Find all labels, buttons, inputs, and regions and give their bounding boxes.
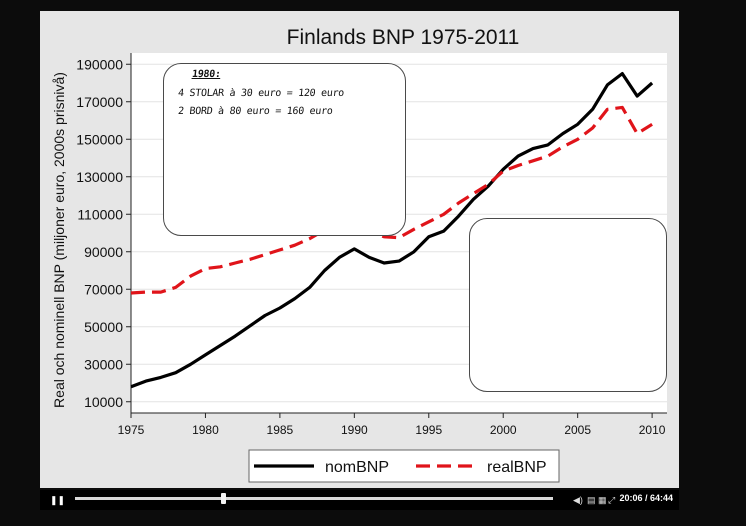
y-tick-label: 110000 xyxy=(77,206,123,222)
blank-sticky-note xyxy=(469,218,667,392)
y-tick-label: 130000 xyxy=(76,169,123,185)
series-line-nomBNP xyxy=(130,71,654,389)
x-tick-label: 1975 xyxy=(118,423,145,437)
x-tick-label: 2005 xyxy=(564,423,591,437)
progress-knob[interactable] xyxy=(221,493,227,504)
x-tick-label: 1980 xyxy=(192,423,219,437)
sticky-note: 1980: 4 STOLAR à 30 euro = 120 euro 2 BO… xyxy=(163,63,406,236)
captions-icon[interactable]: ▤ xyxy=(587,495,596,505)
x-tick-label: 2010 xyxy=(639,423,666,437)
legend: nomBNP realBNP xyxy=(248,449,560,483)
pause-button[interactable]: ❚❚ xyxy=(50,495,66,505)
y-tick-label: 70000 xyxy=(84,281,123,297)
chart-title: Finlands BNP 1975-2011 xyxy=(287,26,520,49)
legend-label-nomBNP: nomBNP xyxy=(325,459,389,476)
y-tick-label: 10000 xyxy=(84,394,123,410)
y-tick-label: 150000 xyxy=(76,131,123,147)
y-tick-label: 190000 xyxy=(76,56,123,72)
note-line: 4 STOLAR à 30 euro = 120 euro xyxy=(177,88,345,99)
y-tick-label: 30000 xyxy=(84,356,123,372)
volume-icon[interactable]: ◀) xyxy=(573,495,583,505)
y-tick-label: 170000 xyxy=(76,94,123,110)
legend-label-realBNP: realBNP xyxy=(487,459,547,476)
x-tick-label: 1995 xyxy=(415,423,442,437)
progress-bar[interactable] xyxy=(75,497,553,500)
x-tick-label: 1985 xyxy=(267,423,294,437)
timecode: 20:06 / 64:44 xyxy=(619,493,673,503)
y-tick-label: 90000 xyxy=(84,244,123,260)
player-controls: ❚❚ ◀) ▤ ▦ ⤢ 20:06 / 64:44 xyxy=(40,490,679,510)
x-tick-label: 1990 xyxy=(341,423,368,437)
fullscreen-icon[interactable]: ⤢ xyxy=(608,495,616,505)
note-heading: 1980: xyxy=(191,69,222,80)
y-axis-label: Real och nominell BNP (miljoner euro, 20… xyxy=(51,72,67,408)
y-tick-label: 50000 xyxy=(84,319,123,335)
series-line-realBNP xyxy=(130,105,653,295)
slide-frame: Finlands BNP 1975-2011 Real och nominell… xyxy=(40,11,679,488)
note-line: 2 BORD à 80 euro = 160 euro xyxy=(177,106,334,117)
settings-icon[interactable]: ▦ xyxy=(598,495,607,505)
x-tick-label: 2000 xyxy=(490,423,517,437)
